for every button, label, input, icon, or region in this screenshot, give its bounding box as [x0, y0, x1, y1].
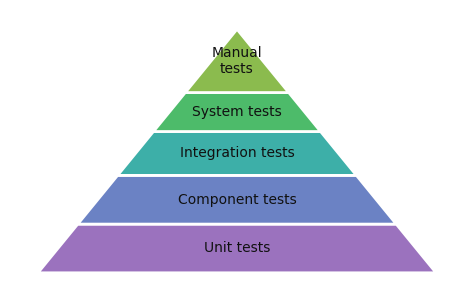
Text: Component tests: Component tests — [178, 193, 296, 207]
Text: Unit tests: Unit tests — [204, 241, 270, 255]
Polygon shape — [154, 93, 320, 132]
Text: Manual
tests: Manual tests — [212, 46, 262, 76]
Polygon shape — [185, 29, 289, 93]
Polygon shape — [78, 175, 396, 224]
Polygon shape — [38, 224, 436, 273]
Polygon shape — [118, 132, 356, 175]
Text: System tests: System tests — [192, 105, 282, 119]
Text: Integration tests: Integration tests — [180, 146, 294, 160]
